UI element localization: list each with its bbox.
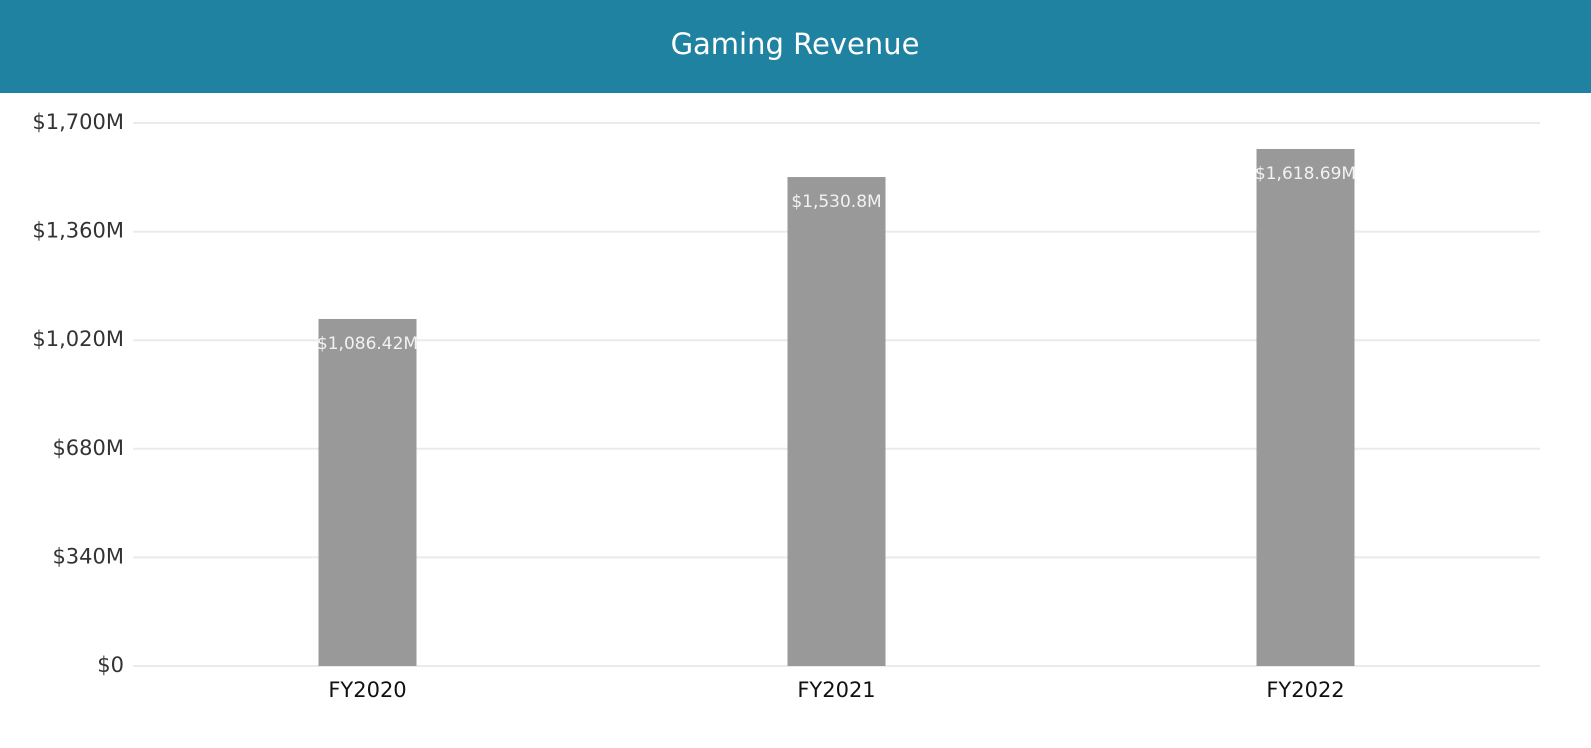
x-tick-label: FY2020 [328, 678, 406, 702]
value-label: $1,530.8M [791, 192, 881, 212]
x-tick-label: FY2022 [1266, 678, 1344, 702]
value-label: $1,086.42M [317, 334, 418, 354]
x-tick-label: FY2021 [797, 678, 875, 702]
y-tick-label: $1,700M [32, 110, 124, 134]
header-bar [0, 0, 1591, 93]
y-tick-label: $0 [97, 653, 124, 677]
bar [1256, 148, 1355, 666]
bar [787, 177, 886, 666]
y-tick-label: $340M [52, 544, 124, 568]
y-tick-label: $1,020M [32, 327, 124, 351]
y-tick-label: $1,360M [32, 219, 124, 243]
bar [318, 318, 417, 666]
chart-title: Gaming Revenue [671, 27, 920, 61]
y-tick-label: $680M [52, 436, 124, 460]
value-label: $1,618.69M [1255, 164, 1356, 184]
